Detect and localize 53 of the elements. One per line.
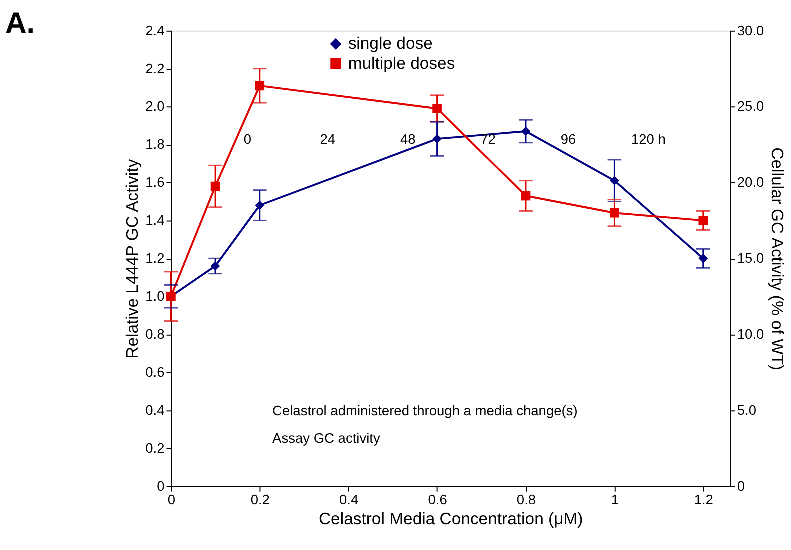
annotation: 72 — [480, 132, 496, 148]
y-tick-label: 0.2 — [146, 440, 165, 456]
annotation: 120 h — [631, 132, 666, 148]
y-tick-label: 2.2 — [146, 61, 165, 76]
x-tick-label: 0.2 — [250, 492, 270, 508]
point — [610, 208, 620, 218]
annotation: Assay GC activity — [272, 431, 380, 446]
annotation: 48 — [400, 132, 416, 148]
y2-tick-label: 5.0 — [737, 402, 757, 418]
y2-tick-label: 25.0 — [737, 99, 765, 114]
x-tick-label: 0.8 — [516, 492, 536, 508]
y2-tick-label: 20.0 — [737, 175, 765, 190]
annotation: 0 — [244, 132, 252, 148]
point — [698, 216, 708, 226]
point — [521, 191, 531, 201]
y2-tick-label: 10.0 — [737, 327, 765, 342]
point — [255, 81, 265, 91]
legend-label: single dose — [348, 34, 433, 54]
y-tick-label: 2.0 — [146, 99, 166, 114]
y-tick-label: 1.8 — [146, 137, 166, 152]
y2-tick-label: 30.0 — [737, 23, 765, 38]
point — [698, 254, 708, 264]
x-tick-label: 0.4 — [340, 492, 359, 508]
y-tick-label: 0.4 — [146, 402, 166, 418]
annotation: 96 — [560, 132, 576, 148]
y2-tick-label: 0 — [737, 478, 746, 494]
y-tick-label: 1.4 — [146, 213, 166, 228]
x-tick-label: 1 — [611, 492, 620, 508]
point — [255, 200, 265, 210]
y2-tick-label: 15.0 — [737, 251, 765, 266]
point — [610, 176, 620, 186]
point — [521, 126, 531, 136]
y-tick-label: 1.6 — [146, 175, 166, 190]
x-tick-label: 0.6 — [428, 492, 448, 508]
x-tick-label: 1.2 — [694, 492, 714, 508]
y-tick-label: 0 — [157, 478, 166, 494]
y2-axis-title: Cellular GC Activity (% of WT) — [768, 148, 788, 371]
y-tick-label: 1.0 — [146, 289, 166, 304]
point — [210, 262, 220, 271]
y-axis-title: Relative L444P GC Activity — [122, 158, 142, 359]
point — [432, 134, 442, 144]
y-tick-label: 2.4 — [146, 23, 166, 38]
y-tick-label: 1.2 — [146, 251, 165, 266]
annotation: Celastrol administered through a media change(s) — [272, 404, 578, 419]
legend-label: multiple doses — [348, 54, 456, 73]
y-tick-label: 0.8 — [146, 327, 166, 342]
chart-title: A. — [5, 6, 35, 40]
x-axis-title: Celastrol Media Concentration (μM) — [318, 509, 584, 528]
point — [210, 182, 220, 192]
annotation: 24 — [320, 132, 336, 148]
point — [432, 104, 442, 114]
y-tick-label: 0.6 — [146, 364, 166, 380]
x-tick-label: 0 — [168, 492, 176, 508]
